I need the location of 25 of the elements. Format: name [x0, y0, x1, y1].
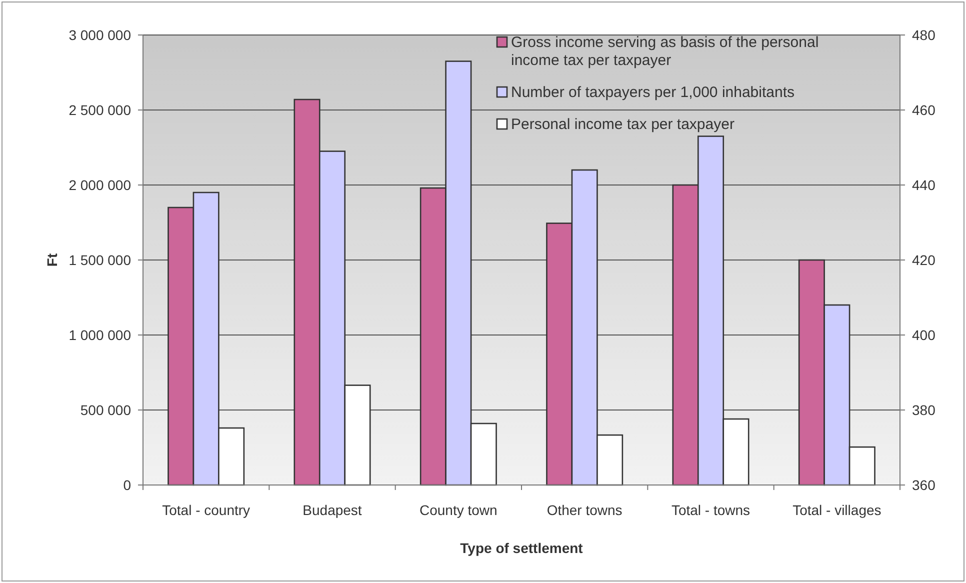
y2-tick-label: 380 — [912, 402, 936, 418]
y-tick-label: 3 000 000 — [68, 26, 132, 43]
y2-tick-label: 360 — [912, 476, 936, 493]
y-axis-title: Ft — [44, 253, 60, 267]
x-tick-label: Total - villages — [792, 502, 882, 518]
legend-label: Gross income serving as basis of the personal income tax per taxpayer — [511, 34, 819, 69]
y-tick-label: 0 — [123, 476, 132, 493]
x-axis-title: Type of settlement — [460, 540, 584, 556]
x-tick-label: Total - towns — [671, 502, 750, 518]
y2-tick-label: 480 — [912, 26, 936, 43]
x-tick-label: County town — [420, 502, 498, 518]
y-tick-label: 2 000 000 — [68, 176, 132, 193]
legend-label: Number of taxpayers per 1,000 inhabitants — [511, 84, 794, 101]
y-tick-label: 500 000 — [80, 402, 132, 418]
y-tick-label: 1 500 000 — [68, 252, 132, 268]
x-tick-label: Total - country — [162, 502, 250, 518]
legend-label: Personal income tax per taxpayer — [511, 116, 734, 133]
x-tick-label: Budapest — [302, 502, 362, 518]
y2-tick-label: 420 — [912, 252, 936, 268]
x-tick-label: Other towns — [546, 502, 622, 518]
y-tick-label: 1 000 000 — [68, 326, 132, 343]
y2-tick-label: 460 — [912, 102, 936, 118]
y2-tick-label: 440 — [912, 176, 936, 193]
y-tick-label: 2 500 000 — [68, 102, 132, 118]
y2-tick-label: 400 — [912, 326, 936, 343]
